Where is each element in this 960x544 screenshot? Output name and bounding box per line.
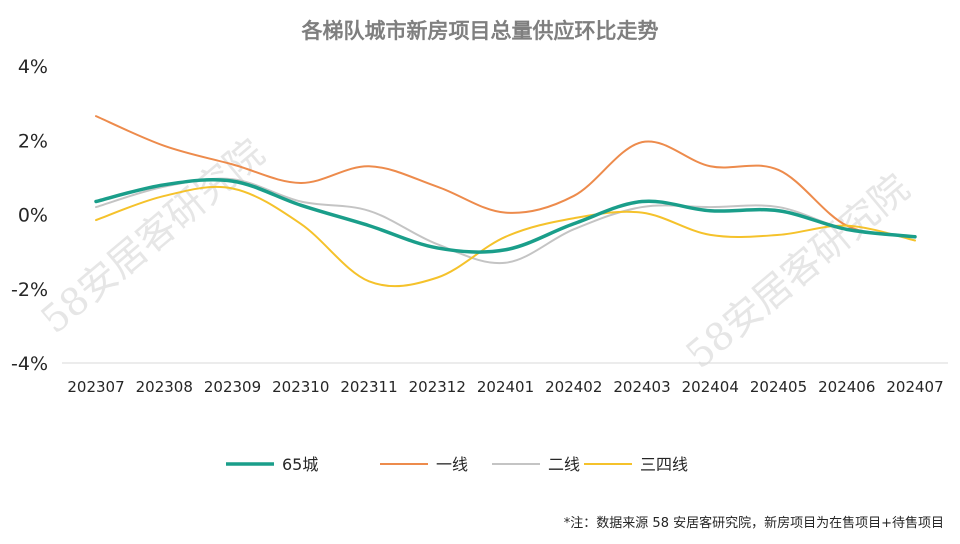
footnote: *注：数据来源 58 安居客研究院，新房项目为在售项目+待售项目 bbox=[564, 515, 944, 531]
legend-label: 三四线 bbox=[640, 455, 688, 474]
x-tick-label: 202401 bbox=[477, 378, 534, 396]
y-tick-label: -2% bbox=[11, 279, 48, 301]
watermark-right: 58安居客研究院 bbox=[678, 166, 918, 377]
series-line-2 bbox=[95, 177, 916, 265]
x-tick-label: 202403 bbox=[613, 378, 670, 396]
x-tick-label: 202307 bbox=[67, 378, 124, 396]
y-axis-ticks: 4% 2% 0% -2% -4% bbox=[11, 56, 48, 375]
legend-label: 65城 bbox=[282, 455, 318, 474]
legend-label: 一线 bbox=[436, 455, 468, 474]
watermark-left: 58安居客研究院 bbox=[33, 131, 273, 342]
x-tick-label: 202309 bbox=[204, 378, 261, 396]
x-axis-ticks: 202307 202308 202309 202310 202311 202312 2024… bbox=[67, 378, 943, 396]
series-line-0 bbox=[94, 177, 917, 254]
y-tick-label: 4% bbox=[18, 56, 48, 78]
x-tick-label: 202308 bbox=[136, 378, 193, 396]
legend: 65城 一线 二线 三四线 bbox=[226, 455, 688, 474]
x-tick-label: 202312 bbox=[409, 378, 466, 396]
y-tick-label: 2% bbox=[18, 130, 48, 152]
x-tick-label: 202310 bbox=[272, 378, 329, 396]
x-tick-label: 202407 bbox=[886, 378, 943, 396]
x-tick-label: 202405 bbox=[750, 378, 807, 396]
y-tick-label: -4% bbox=[11, 353, 48, 375]
x-tick-label: 202402 bbox=[545, 378, 602, 396]
series-line-3 bbox=[95, 185, 916, 288]
series-line-1 bbox=[95, 115, 916, 238]
x-tick-label: 202404 bbox=[682, 378, 739, 396]
x-tick-label: 202311 bbox=[340, 378, 397, 396]
watermark-layer: 58安居客研究院 58安居客研究院 bbox=[33, 131, 918, 377]
x-tick-label: 202406 bbox=[818, 378, 875, 396]
y-tick-label: 0% bbox=[18, 205, 48, 227]
chart-title: 各梯队城市新房项目总量供应环比走势 bbox=[301, 19, 659, 43]
legend-label: 二线 bbox=[548, 455, 580, 474]
series-lines bbox=[94, 115, 917, 288]
